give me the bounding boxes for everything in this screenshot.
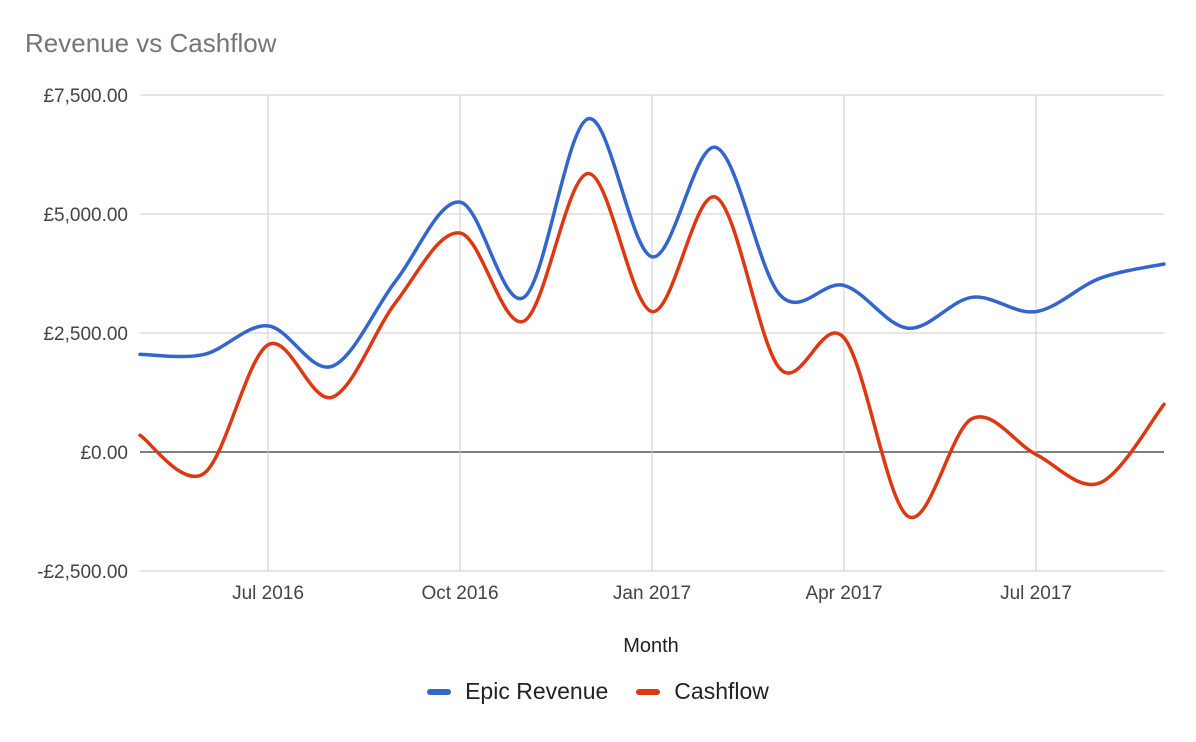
legend-item-epic-revenue[interactable]: Epic Revenue — [427, 678, 608, 705]
data-point-cashflow[interactable] — [775, 364, 785, 374]
data-point-epic-revenue[interactable] — [1159, 259, 1169, 269]
data-point-cashflow[interactable] — [903, 511, 913, 521]
data-point-epic-revenue[interactable] — [711, 142, 721, 152]
data-point-epic-revenue[interactable] — [1031, 307, 1041, 317]
data-point-cashflow[interactable] — [519, 316, 529, 326]
data-point-cashflow[interactable] — [263, 340, 273, 350]
series-line-epic-revenue[interactable] — [138, 117, 1166, 369]
data-point-cashflow[interactable] — [583, 169, 593, 179]
data-point-cashflow[interactable] — [327, 392, 337, 402]
data-point-cashflow[interactable] — [839, 333, 849, 343]
data-point-cashflow[interactable] — [199, 468, 209, 478]
data-point-cashflow[interactable] — [455, 228, 465, 238]
data-point-epic-revenue[interactable] — [519, 292, 529, 302]
legend-item-cashflow[interactable]: Cashflow — [636, 678, 769, 705]
data-point-epic-revenue[interactable] — [967, 292, 977, 302]
x-tick-label: Jul 2017 — [1000, 583, 1072, 604]
legend-label-epic-revenue: Epic Revenue — [465, 678, 609, 704]
series-line-cashflow[interactable] — [138, 171, 1166, 520]
legend: Epic Revenue Cashflow — [0, 678, 1196, 705]
x-axis-labels: Jul 2016 Oct 2016 Jan 2017 Apr 2017 Jul 2017 — [232, 583, 1072, 604]
data-point-cashflow[interactable] — [711, 192, 721, 202]
y-tick-label: £2,500.00 — [43, 324, 128, 345]
legend-label-cashflow: Cashflow — [674, 678, 769, 704]
data-point-epic-revenue[interactable] — [647, 252, 657, 262]
data-point-epic-revenue[interactable] — [775, 290, 785, 300]
data-point-epic-revenue[interactable] — [583, 114, 593, 124]
x-axis-title: Month — [623, 635, 679, 657]
data-point-cashflow[interactable] — [1095, 478, 1105, 488]
series-lines — [135, 114, 1169, 521]
data-point-cashflow[interactable] — [1031, 449, 1041, 459]
data-point-cashflow[interactable] — [135, 430, 145, 440]
data-point-epic-revenue[interactable] — [903, 323, 913, 333]
data-point-cashflow[interactable] — [967, 414, 977, 424]
x-tick-label: Apr 2017 — [805, 583, 882, 604]
data-point-cashflow[interactable] — [391, 297, 401, 307]
data-point-epic-revenue[interactable] — [1095, 273, 1105, 283]
data-point-epic-revenue[interactable] — [263, 321, 273, 331]
legend-swatch-epic-revenue — [427, 688, 452, 695]
y-tick-label: £0.00 — [80, 443, 128, 464]
chart-title: Revenue vs Cashflow — [25, 28, 277, 58]
y-tick-label: £5,000.00 — [43, 205, 128, 226]
x-tick-label: Oct 2016 — [421, 583, 498, 604]
data-point-epic-revenue[interactable] — [135, 349, 145, 359]
data-point-cashflow[interactable] — [1159, 399, 1169, 409]
data-point-epic-revenue[interactable] — [839, 280, 849, 290]
data-point-epic-revenue[interactable] — [455, 197, 465, 207]
data-point-epic-revenue[interactable] — [199, 349, 209, 359]
data-point-epic-revenue[interactable] — [327, 361, 337, 371]
y-tick-label: £7,500.00 — [43, 86, 128, 107]
gridlines — [140, 94, 1164, 572]
x-tick-label: Jul 2016 — [232, 583, 304, 604]
data-point-epic-revenue[interactable] — [391, 276, 401, 286]
legend-swatch-cashflow — [636, 688, 661, 695]
x-tick-label: Jan 2017 — [613, 583, 691, 604]
y-axis-labels: £7,500.00 £5,000.00 £2,500.00 £0.00 -£2,500.… — [37, 86, 128, 583]
data-point-cashflow[interactable] — [647, 307, 657, 317]
y-tick-label: -£2,500.00 — [37, 562, 128, 583]
